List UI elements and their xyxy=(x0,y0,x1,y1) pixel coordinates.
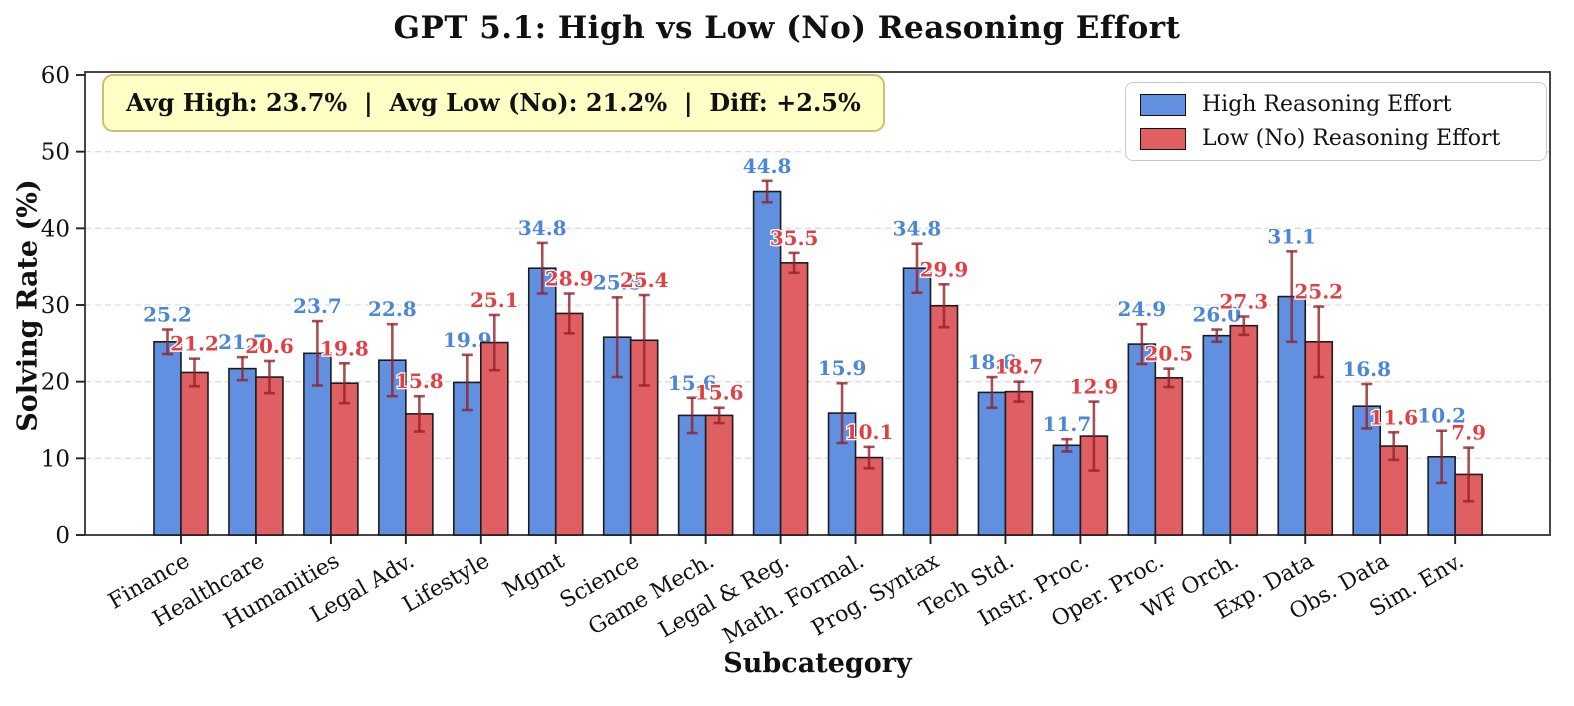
value-label: 44.8 xyxy=(743,154,792,178)
value-label: 23.7 xyxy=(293,294,342,318)
value-label: 34.8 xyxy=(893,217,942,241)
value-label: 15.6 xyxy=(695,381,744,405)
bar-low xyxy=(1229,324,1259,536)
axes-frame xyxy=(84,71,1551,536)
bar-low xyxy=(1154,377,1184,536)
x-category-label: Lifestyle xyxy=(399,549,494,618)
legend-label-low: Low (No) Reasoning Effort xyxy=(1202,126,1501,151)
y-tick-label: 10 xyxy=(41,446,70,472)
bar-high xyxy=(527,267,557,536)
x-axis-label: Subcategory xyxy=(723,648,912,679)
value-label: 19.9 xyxy=(443,328,492,352)
value-label: 22.8 xyxy=(368,297,417,321)
chart-title: GPT 5.1: High vs Low (No) Reasoning Effo… xyxy=(393,10,1181,46)
legend-swatch-low-icon xyxy=(1140,127,1186,150)
bar-low xyxy=(180,371,209,536)
bar-low xyxy=(554,312,584,536)
value-label: 31.1 xyxy=(1267,224,1316,248)
value-label: 10.1 xyxy=(845,420,894,444)
legend-label-high: High Reasoning Effort xyxy=(1202,92,1452,117)
bar-high xyxy=(902,267,932,536)
bar-high xyxy=(977,391,1007,536)
bar-low xyxy=(1004,390,1034,536)
value-label: 15.9 xyxy=(818,356,867,380)
x-category-label: Game Mech. xyxy=(584,549,718,641)
value-label: 18.6 xyxy=(968,350,1017,374)
y-axis-label: Solving Rate (%) xyxy=(12,179,44,432)
bar-high xyxy=(1202,334,1232,536)
legend-item-high: High Reasoning Effort xyxy=(1140,92,1532,117)
legend: High Reasoning Effort Low (No) Reasoning… xyxy=(1125,82,1547,161)
value-label: 12.9 xyxy=(1070,375,1119,399)
value-label: 27.3 xyxy=(1219,290,1268,314)
value-label: 28.9 xyxy=(545,267,594,291)
x-category-label: Prog. Syntax xyxy=(807,548,944,641)
bar-high xyxy=(1052,444,1082,536)
bar-high xyxy=(153,340,182,536)
y-tick-label: 20 xyxy=(41,370,70,396)
bar-low xyxy=(704,414,734,536)
bar-low xyxy=(929,304,959,536)
value-label: 21.2 xyxy=(170,332,219,356)
legend-swatch-high-icon xyxy=(1140,93,1186,116)
value-label: 7.9 xyxy=(1451,421,1486,445)
bar-low xyxy=(479,341,509,536)
value-label: 20.6 xyxy=(245,334,294,358)
value-label: 35.5 xyxy=(770,226,819,250)
value-label: 11.6 xyxy=(1369,405,1418,429)
y-tick-label: 60 xyxy=(41,63,70,89)
value-label: 26.0 xyxy=(1192,303,1241,327)
value-label: 15.6 xyxy=(668,371,717,395)
y-tick-label: 50 xyxy=(41,140,70,166)
value-label: 16.8 xyxy=(1342,357,1391,381)
bar-high xyxy=(1127,343,1157,536)
value-label: 21.7 xyxy=(218,330,267,354)
bar-high xyxy=(228,367,257,536)
value-label: 25.2 xyxy=(143,303,192,327)
y-tick-label: 30 xyxy=(41,293,70,319)
bar-low xyxy=(255,376,284,536)
value-label: 29.9 xyxy=(920,257,969,281)
value-label: 10.2 xyxy=(1417,404,1466,428)
value-label: 34.8 xyxy=(518,216,567,240)
value-label: 11.7 xyxy=(1043,412,1092,436)
stats-annotation-box: Avg High: 23.7% | Avg Low (No): 21.2% | … xyxy=(102,74,885,132)
value-label: 24.9 xyxy=(1117,297,1166,321)
y-tick-label: 40 xyxy=(41,216,70,242)
value-label: 19.8 xyxy=(320,336,369,360)
value-label: 25.2 xyxy=(1294,280,1343,304)
value-label: 25.1 xyxy=(470,288,519,312)
bar-high xyxy=(752,190,782,536)
value-label: 25.8 xyxy=(593,270,642,294)
y-tick-label: 0 xyxy=(55,523,70,549)
value-label: 20.5 xyxy=(1144,342,1193,366)
bar-low xyxy=(330,382,359,536)
value-label: 18.7 xyxy=(995,355,1044,379)
value-label: 25.4 xyxy=(620,268,669,292)
value-label: 15.8 xyxy=(395,369,444,393)
legend-item-low: Low (No) Reasoning Effort xyxy=(1140,126,1532,151)
bar-low xyxy=(779,262,809,536)
